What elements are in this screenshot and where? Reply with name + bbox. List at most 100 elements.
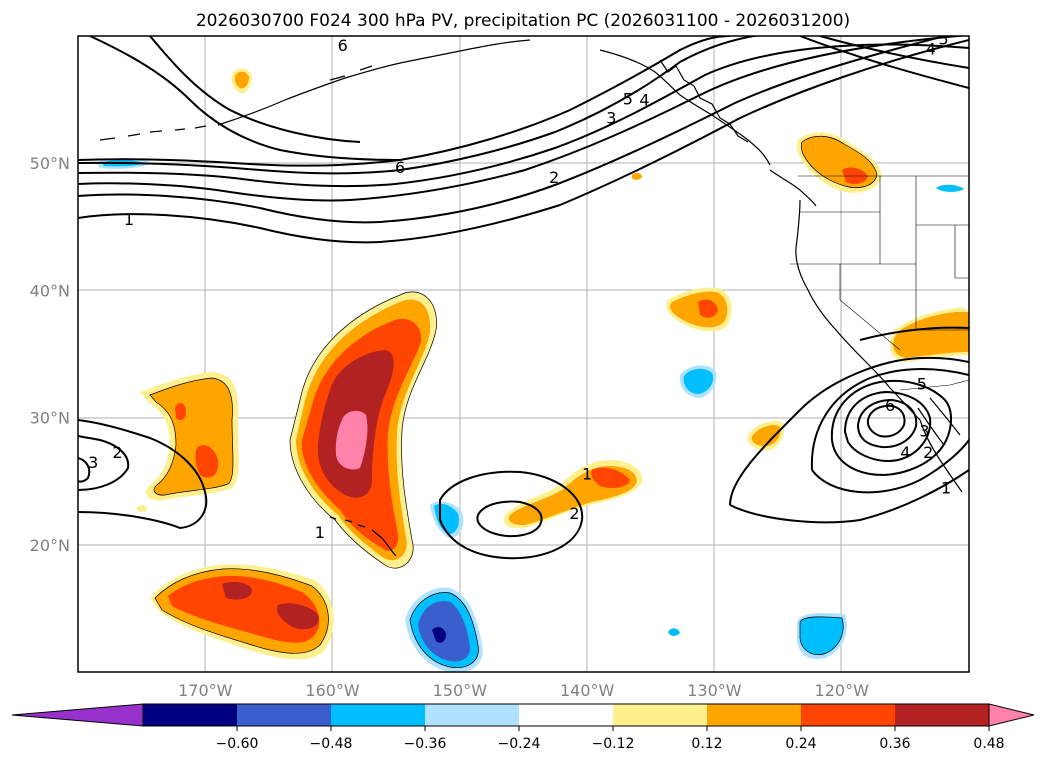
pv-contour-1-west [78,419,208,530]
precip-area-baja-west-orange [751,425,781,447]
pv-contour-label: 1 [941,479,951,498]
colorbar-bin [425,704,519,726]
coastline-se-alaska [599,49,771,166]
colorbar-bin [237,704,331,726]
precip-outline-hawaii [289,291,437,569]
pv-contour-label: 5 [938,30,948,49]
precip-outline-pnw [800,135,878,189]
pv-contour-label: 4 [639,91,649,110]
figure-title: 2026030700 F024 300 hPa PV, precipitatio… [196,11,850,31]
coastline-kodiak [329,65,373,81]
pv-contour-1-east [729,356,969,506]
longitude-axis-labels: 170°W 160°W 150°W 140°W 130°W 120°W [178,681,869,700]
pv-contour-label: 1 [582,465,592,484]
precip-area-south-band-red [168,575,320,643]
pv-contour-wave-east [859,326,969,341]
pv-contour-label: 3 [88,453,98,472]
border-wyoming [954,225,969,279]
colorbar-bin [331,704,425,726]
pv-contour-4-east [843,390,932,462]
colorbar-bin [519,704,613,726]
precip-area-dateline-red-1 [175,403,186,420]
pv-contour-2-central [476,500,543,538]
coastline-alaska-peninsula [217,39,531,126]
border-us-mexico [899,379,969,391]
colorbar-extend-max [988,703,1035,727]
pv-contour-label: 5 [623,89,633,108]
colorbar-tick-label: −0.60 [216,736,259,752]
pv-contour-label: 6 [885,396,895,415]
coastline-bc-fjords [659,59,749,143]
pv-contour-label: 1 [315,523,325,542]
pv-contour-label: 6 [338,36,348,55]
precip-area-neg-montana [936,184,964,192]
pv-contour-label: 1 [124,210,134,229]
precip-shading-negative [96,157,964,672]
us-state-borders [790,175,969,391]
precip-area-alaska-small-orange [234,71,249,89]
colorbar-frame [142,703,990,727]
pv-contour-inner-west [149,36,361,143]
precip-area-neg-east-1-blue [800,616,844,655]
pv-contour-3-east [830,379,952,476]
colorbar-bin [613,704,707,726]
colorbar-tick-label: 0.24 [785,736,816,752]
lon-label: 130°W [687,681,742,700]
precip-outline-dateline [149,377,234,496]
colorbar-tick-label: −0.36 [404,736,447,752]
pv-contour-2-east [810,368,969,494]
colorbar-bin [801,704,895,726]
pv-contour-2-north [78,36,950,224]
precip-outline-neg-east [799,616,844,656]
precip-outline-neg-south [409,592,479,668]
pv-contour-2-west [78,435,130,491]
pv-contour-5-north [78,36,760,175]
map-frame [77,35,970,673]
colorbar: −0.60 −0.48 −0.36 −0.24 −0.12 0.12 0.24 0.36 0.4… [11,703,1035,752]
lon-label: 160°W [305,681,360,700]
pv-contour-3-north [78,36,969,202]
pv-contour-4-north [78,43,969,188]
colorbar-bin [143,704,237,726]
pv-contours [78,36,969,560]
pv-contour-upper-right [799,36,969,89]
pv-contour-1-central [439,470,584,560]
lon-label: 120°W [815,681,870,700]
colorbar-tick-label: −0.12 [592,736,635,752]
coastline-us-west [795,199,921,421]
precip-area-neg-tiny [668,628,680,636]
lat-label: 50°N [30,154,70,173]
precip-outline-south-band [154,568,329,654]
precip-area-south-band-darkred-2 [276,603,319,630]
colorbar-tick-label: 0.12 [691,736,722,752]
pv-contour-6-loop-west [89,36,401,161]
colorbar-tick-label: 0.48 [973,736,1004,752]
pv-contour-label: 2 [112,443,122,462]
coastline-baja [919,419,963,493]
pv-contour-6-east [866,404,906,438]
precip-area-ne-pacific-38n-orange [670,291,728,328]
pv-contour-label: 3 [606,108,616,127]
coastline-aleutians [99,125,207,141]
lon-label: 140°W [560,681,615,700]
pv-contour-5-east [856,398,918,449]
precip-shading-positive [136,68,969,660]
precip-area-central-north-pacific-red [591,467,630,488]
pv-contour-label: 2 [549,168,559,187]
precip-area-neg-offshore-blue [683,368,714,394]
lon-label: 170°W [178,681,233,700]
lat-label: 30°N [30,409,70,428]
lat-label: 40°N [30,281,70,300]
pv-contour-label: 5 [917,374,927,393]
precip-outlines [149,135,878,668]
pv-contour-3-west [78,457,91,483]
pv-contour-label: 2 [923,443,933,462]
pv-contour-label: 3 [919,421,929,440]
colorbar-bin [707,704,801,726]
precip-area-neg-south-navy [432,626,446,643]
precip-area-south-band-darkred-1 [222,582,252,600]
precip-area-tiny-west [136,505,148,513]
pv-contour-label: 6 [395,158,405,177]
